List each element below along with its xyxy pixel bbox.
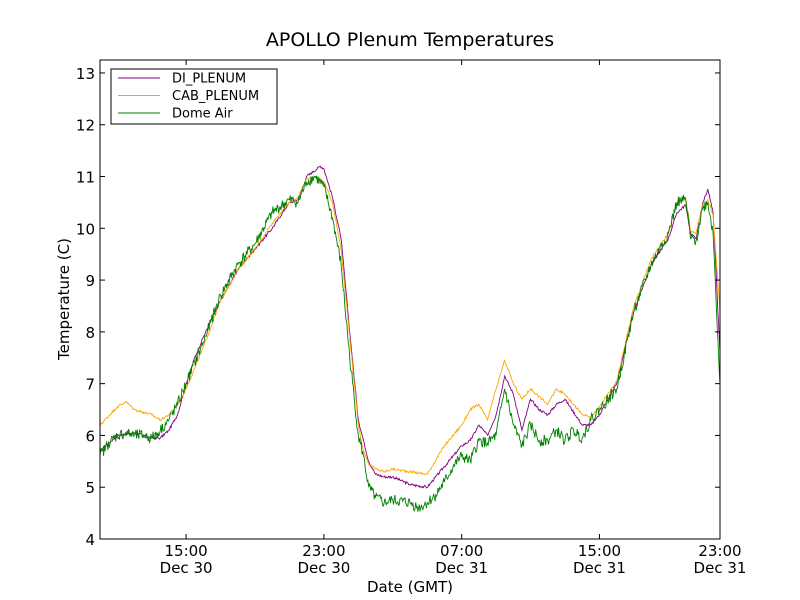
series-line-cab-plenum bbox=[99, 175, 721, 476]
x-tick-date-label: Dec 31 bbox=[694, 559, 747, 577]
series-line-di-plenum bbox=[99, 165, 721, 489]
legend: DI_PLENUM CAB_PLENUM Dome Air bbox=[110, 68, 278, 125]
plot-frame bbox=[99, 59, 721, 540]
legend-label: CAB_PLENUM bbox=[172, 89, 259, 104]
y-tick-label: 8 bbox=[85, 324, 95, 342]
y-tick-label: 12 bbox=[76, 117, 95, 135]
y-tick-label: 6 bbox=[85, 427, 95, 445]
x-tick-time-label: 07:00 bbox=[440, 542, 483, 560]
y-axis-label: Temperature (C) bbox=[55, 238, 73, 361]
x-tick-time-label: 15:00 bbox=[164, 542, 207, 560]
y-tick-label: 5 bbox=[85, 479, 95, 497]
x-tick-date-label: Dec 31 bbox=[435, 559, 488, 577]
y-tick-label: 4 bbox=[85, 531, 95, 549]
series-layer bbox=[99, 165, 721, 513]
y-tick-label: 11 bbox=[76, 169, 95, 187]
x-tick-time-label: 23:00 bbox=[698, 542, 741, 560]
legend-label: Dome Air bbox=[172, 107, 233, 122]
x-axis-label: Date (GMT) bbox=[367, 578, 453, 596]
y-axis: 4 5 6 7 8 9 10 11 12 13 bbox=[76, 65, 720, 549]
x-tick-time-label: 15:00 bbox=[578, 542, 621, 560]
series-line-dome-air bbox=[99, 175, 721, 513]
x-tick-time-label: 23:00 bbox=[302, 542, 345, 560]
y-tick-label: 13 bbox=[76, 65, 95, 83]
x-tick-date-label: Dec 30 bbox=[297, 559, 350, 577]
y-tick-label: 9 bbox=[85, 272, 95, 290]
y-tick-label: 7 bbox=[85, 376, 95, 394]
x-tick-date-label: Dec 31 bbox=[573, 559, 626, 577]
y-tick-label: 10 bbox=[76, 220, 95, 238]
chart-title: APOLLO Plenum Temperatures bbox=[266, 29, 554, 51]
legend-label: DI_PLENUM bbox=[172, 72, 246, 87]
x-tick-date-label: Dec 30 bbox=[160, 559, 213, 577]
